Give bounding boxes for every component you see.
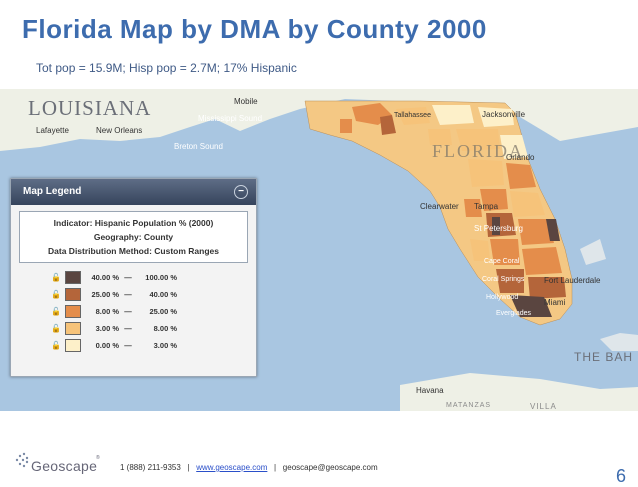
- legend-geography: Geography: County: [93, 232, 174, 242]
- label-fort-lauderdale: Fort Lauderdale: [544, 276, 601, 285]
- label-florida: FLORIDA: [432, 141, 524, 161]
- label-everglades: Everglades: [496, 310, 532, 317]
- label-the-bahamas: THE BAH: [574, 350, 633, 364]
- legend-high: 3.00 %: [153, 341, 177, 350]
- page-number: 6: [616, 466, 627, 486]
- legend-dash: —: [124, 324, 132, 333]
- legend-low: 0.00 %: [95, 341, 119, 350]
- slide-subtitle: Tot pop = 15.9M; Hisp pop = 2.7M; 17% Hi…: [36, 61, 297, 75]
- collapse-icon[interactable]: −: [234, 185, 248, 199]
- legend-high: 25.00 %: [149, 307, 177, 316]
- label-st-petersburg: St Petersburg: [474, 224, 523, 233]
- legend-dash: —: [124, 341, 132, 350]
- legend-swatch: [65, 271, 81, 284]
- label-breton-sound: Breton Sound: [174, 142, 223, 151]
- website-link[interactable]: www.geoscape.com: [196, 463, 268, 472]
- bahamas-bank: [580, 239, 606, 265]
- label-matanzas: MATANZAS: [446, 402, 491, 409]
- legend-row: 🔓 8.00 % — 25.00 %: [51, 303, 256, 320]
- label-louisiana: LOUISIANA: [28, 96, 151, 120]
- legend-high: 40.00 %: [149, 290, 177, 299]
- label-orlando: Orlando: [506, 153, 535, 162]
- label-havana: Havana: [416, 386, 444, 395]
- lock-icon[interactable]: 🔓: [51, 290, 61, 299]
- legend-row: 🔓 40.00 % — 100.00 %: [51, 269, 256, 286]
- label-coral-springs: Coral Springs: [482, 276, 525, 283]
- map-panel[interactable]: LOUISIANA Mobile Mississippi Sound Breto…: [0, 89, 638, 411]
- label-lafayette: Lafayette: [36, 126, 69, 135]
- legend-row: 🔓 0.00 % — 3.00 %: [51, 337, 256, 354]
- label-cape-coral: Cape Coral: [484, 258, 520, 265]
- legend-low: 25.00 %: [91, 290, 119, 299]
- legend-header: Map Legend −: [11, 179, 256, 205]
- slide-footer: [0, 411, 638, 479]
- label-tampa: Tampa: [474, 202, 499, 211]
- legend-row: 🔓 25.00 % — 40.00 %: [51, 286, 256, 303]
- label-villa: VILLA: [530, 402, 557, 411]
- florida-choropleth: [304, 100, 573, 326]
- geoscape-logo-icon: [15, 452, 29, 468]
- legend-swatch: [65, 322, 81, 335]
- label-new-orleans: New Orleans: [96, 126, 142, 135]
- legend-title: Map Legend: [23, 186, 82, 197]
- legend-dash: —: [124, 273, 132, 282]
- legend-swatch: [65, 305, 81, 318]
- label-miami: Miami: [544, 298, 566, 307]
- legend-low: 8.00 %: [95, 307, 119, 316]
- cuba-land: [400, 373, 638, 411]
- separator: |: [187, 463, 190, 472]
- legend-info-box: Indicator: Hispanic Population % (2000) …: [19, 211, 248, 263]
- legend-indicator: Indicator: Hispanic Population % (2000): [53, 218, 214, 228]
- lock-icon[interactable]: 🔓: [51, 324, 61, 333]
- map-legend: Map Legend − Indicator: Hispanic Populat…: [10, 178, 257, 377]
- lock-icon[interactable]: 🔓: [51, 341, 61, 350]
- slide-title: Florida Map by DMA by County 2000: [22, 14, 487, 44]
- trademark: ®: [96, 455, 100, 461]
- email-address: geoscape@geoscape.com: [282, 463, 378, 472]
- label-jacksonville: Jacksonville: [482, 110, 526, 119]
- label-hollywood: Hollywood: [486, 294, 518, 301]
- lock-icon[interactable]: 🔓: [51, 307, 61, 316]
- legend-row: 🔓 3.00 % — 8.00 %: [51, 320, 256, 337]
- lock-icon[interactable]: 🔓: [51, 273, 61, 282]
- legend-low: 40.00 %: [91, 273, 119, 282]
- legend-low: 3.00 %: [95, 324, 119, 333]
- legend-dash: —: [124, 290, 132, 299]
- legend-rows: 🔓 40.00 % — 100.00 % 🔓 25.00 % — 40.00 %…: [51, 269, 256, 354]
- phone-number: 1 (888) 211-9353: [120, 463, 181, 472]
- label-tallahassee: Tallahassee: [394, 112, 431, 119]
- legend-high: 8.00 %: [153, 324, 177, 333]
- legend-dash: —: [124, 307, 132, 316]
- geoscape-logo-text: Geoscape: [31, 458, 98, 474]
- mainland-edge: [0, 89, 28, 111]
- bahamas-shoal: [600, 333, 638, 351]
- legend-high: 100.00 %: [145, 273, 177, 282]
- label-clearwater: Clearwater: [420, 202, 459, 211]
- label-mobile: Mobile: [234, 97, 258, 106]
- contact-line: 1 (888) 211-9353 | www.geoscape.com | ge…: [120, 463, 378, 472]
- legend-swatch: [65, 339, 81, 352]
- legend-swatch: [65, 288, 81, 301]
- legend-method: Data Distribution Method: Custom Ranges: [48, 246, 219, 256]
- separator: |: [274, 463, 277, 472]
- label-mississippi-sound: Mississippi Sound: [198, 114, 262, 123]
